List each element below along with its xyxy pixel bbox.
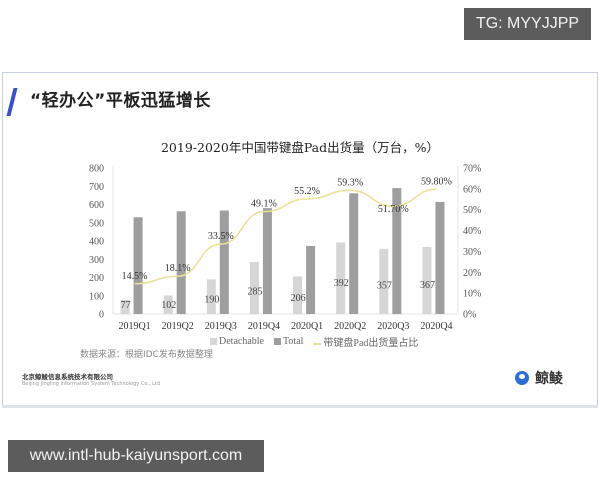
detachable-value-label: 285	[247, 287, 262, 298]
detachable-value-label: 392	[334, 278, 349, 289]
y-left-tick-label: 0	[99, 310, 104, 321]
chart-title: 2019-2020年中国带键盘Pad出货量（万台，%）	[160, 140, 440, 155]
x-tick-label: 2020Q2	[334, 321, 366, 332]
share-percent-label: 18.1%	[165, 263, 191, 274]
y-left-tick-label: 600	[89, 200, 104, 211]
detachable-value-label: 206	[291, 293, 306, 304]
share-percent-label: 55.2%	[294, 186, 320, 197]
bar-detachable	[422, 247, 432, 314]
legend-item-detachable: Detachable	[210, 336, 264, 347]
detachable-value-label: 77	[121, 300, 131, 311]
detachable-value-label: 190	[204, 294, 219, 305]
bar-total	[262, 208, 272, 314]
bar-total	[133, 217, 143, 314]
y-right-tick-label: 60%	[463, 184, 481, 195]
y-left-tick-label: 700	[89, 182, 104, 193]
bar-total	[306, 245, 316, 314]
y-left-tick-label: 800	[89, 164, 104, 175]
bar-total	[219, 210, 229, 314]
tg-watermark-badge: TG: MYYJJPP	[464, 8, 591, 40]
y-left-tick-label: 200	[89, 273, 104, 284]
x-tick-label: 2020Q1	[291, 321, 323, 332]
y-left-tick-label: 500	[89, 218, 104, 229]
bar-detachable	[379, 248, 389, 314]
x-tick-label: 2019Q2	[162, 321, 194, 332]
brand-logo-group: 鲸鲮	[515, 368, 563, 388]
y-left-tick-label: 400	[89, 237, 104, 248]
bar-detachable	[120, 299, 130, 314]
share-percent-label: 59.80%	[421, 176, 452, 187]
bar-total	[176, 211, 186, 314]
slide-frame	[2, 72, 598, 408]
x-tick-label: 2020Q3	[377, 321, 409, 332]
bar-total	[435, 201, 445, 314]
bar-detachable	[249, 261, 259, 314]
y-right-tick-label: 0%	[463, 310, 476, 321]
y-right-tick-label: 30%	[463, 247, 481, 258]
bar-detachable	[163, 295, 173, 314]
y-right-tick-label: 40%	[463, 226, 481, 237]
legend-item-total: Total	[273, 336, 303, 347]
url-watermark-badge: www.intl-hub-kaiyunsport.com	[8, 440, 264, 472]
x-tick-label: 2020Q4	[420, 321, 452, 332]
bar-detachable	[293, 276, 303, 314]
y-right-tick-label: 50%	[463, 205, 481, 216]
y-left-tick-label: 100	[89, 291, 104, 302]
share-percent-label: 33.5%	[208, 231, 234, 242]
detachable-value-label: 102	[161, 300, 176, 311]
detachable-value-label: 367	[420, 280, 435, 291]
bar-detachable	[336, 242, 346, 314]
company-name-cn: 北京鲸鲮信息系统技术有限公司	[22, 373, 113, 381]
y-left-tick-label: 300	[89, 255, 104, 266]
share-percent-label: 49.1%	[251, 199, 277, 210]
x-tick-label: 2019Q4	[248, 321, 280, 332]
x-tick-label: 2019Q1	[118, 321, 150, 332]
detachable-value-label: 357	[377, 281, 392, 292]
whale-logo-icon	[515, 371, 529, 385]
share-percent-label: 51.70%	[378, 204, 409, 215]
chart-legend: Detachable Total 带键盘Pad出货量占比	[210, 334, 418, 349]
bar-total	[349, 193, 359, 314]
bar-total	[392, 188, 402, 314]
brand-name: 鲸鲮	[535, 371, 563, 387]
y-right-tick-label: 10%	[463, 289, 481, 300]
legend-item-share: 带键盘Pad出货量占比	[313, 334, 418, 349]
slide-shadow	[2, 405, 598, 408]
share-line	[134, 188, 437, 285]
data-source-note: 数据来源：根据IDC发布数据整理	[80, 350, 213, 360]
company-name-en: Beijing Jingling Information System Tech…	[22, 381, 161, 387]
share-percent-label: 59.3%	[337, 177, 363, 188]
x-tick-label: 2019Q3	[205, 321, 237, 332]
y-right-tick-label: 70%	[463, 164, 481, 175]
share-percent-label: 14.5%	[122, 271, 148, 282]
y-right-tick-label: 20%	[463, 268, 481, 279]
slide-title: “轻办公”平板迅猛增长	[30, 91, 211, 111]
bar-detachable	[206, 279, 216, 314]
